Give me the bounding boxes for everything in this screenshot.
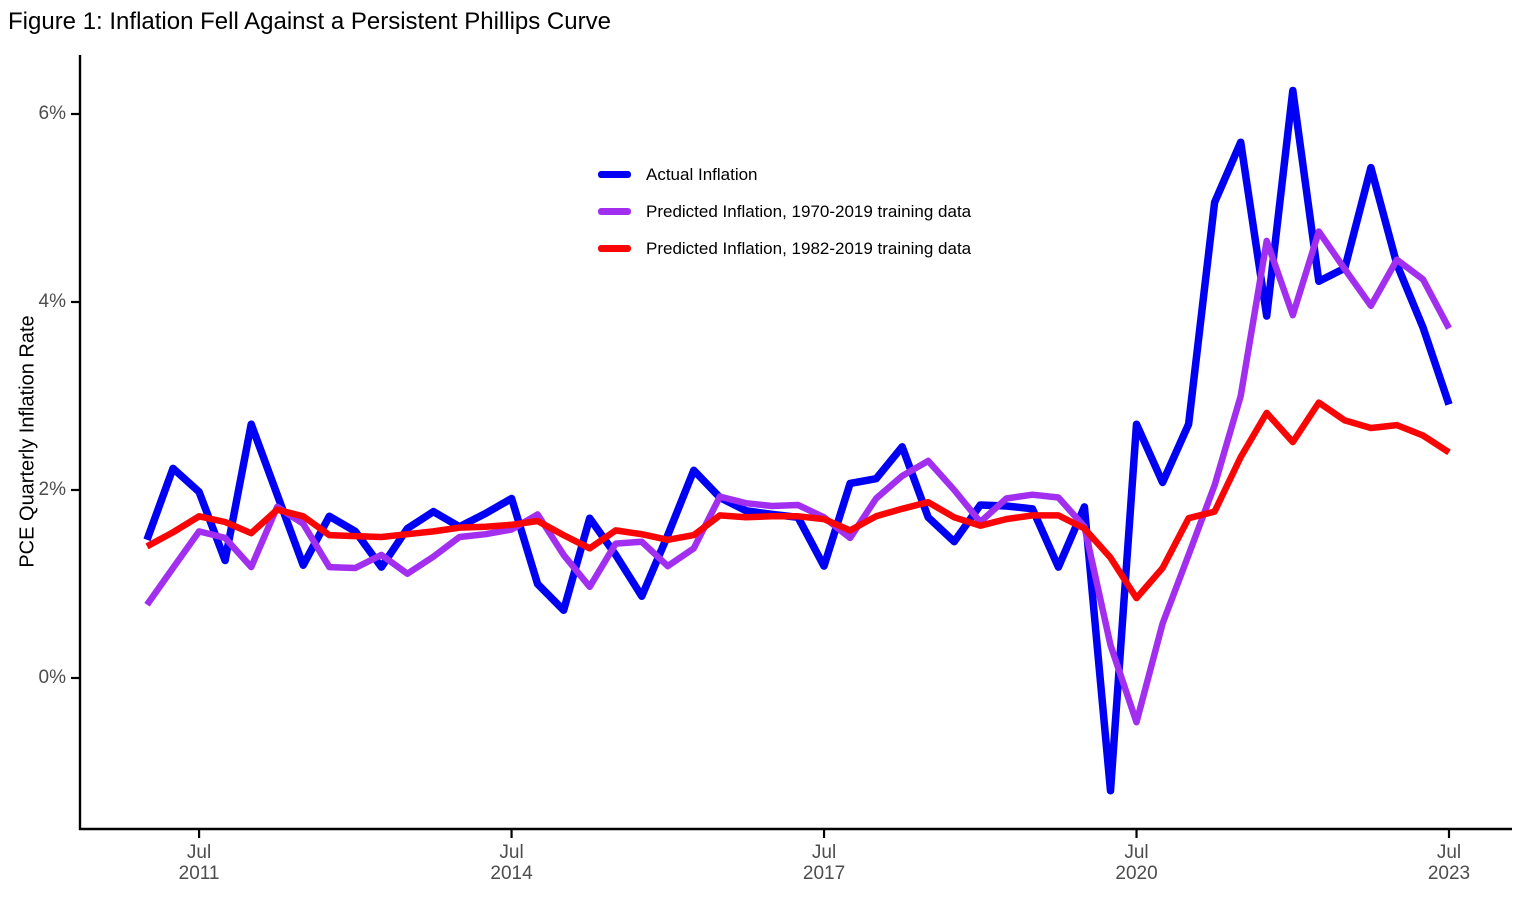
y-tick-label: 6% bbox=[38, 103, 66, 124]
y-tick-label: 0% bbox=[38, 667, 66, 688]
x-tick-label-year: 2017 bbox=[802, 863, 846, 884]
series-line-2 bbox=[145, 399, 1451, 602]
x-tick-label-year: 2020 bbox=[1115, 863, 1158, 884]
x-tick-label: Jul 2014 bbox=[452, 842, 572, 884]
x-tick-label-year: 2023 bbox=[1427, 863, 1471, 884]
legend-entry-actual-inflation: Actual Inflation bbox=[598, 162, 971, 187]
x-tick-label: Jul 2023 bbox=[1389, 842, 1509, 884]
legend-line-swatch-red bbox=[598, 245, 631, 252]
chart-title: Figure 1: Inflation Fell Against a Persi… bbox=[8, 8, 611, 35]
series-line-1 bbox=[144, 228, 1452, 726]
x-tick-label-year: 2011 bbox=[178, 863, 220, 884]
chart-legend: Actual Inflation Predicted Inflation, 19… bbox=[598, 162, 971, 273]
x-tick-label: Jul 2017 bbox=[764, 842, 884, 884]
y-tick-label: 2% bbox=[38, 479, 66, 500]
x-tick-label-year: 2014 bbox=[490, 863, 533, 884]
x-tick-label: Jul 2020 bbox=[1077, 842, 1197, 884]
legend-label: Predicted Inflation, 1982-2019 training … bbox=[646, 238, 972, 258]
legend-line-swatch-purple bbox=[598, 208, 631, 215]
legend-line-swatch-blue bbox=[598, 171, 631, 178]
x-tick-label: Jul 2011 bbox=[139, 842, 259, 884]
legend-label: Actual Inflation bbox=[646, 164, 758, 184]
legend-entry-predicted-1982-2019: Predicted Inflation, 1982-2019 training … bbox=[598, 236, 971, 261]
y-tick-label: 4% bbox=[38, 291, 66, 312]
legend-label: Predicted Inflation, 1970-2019 training … bbox=[646, 201, 972, 221]
legend-entry-predicted-1970-2019: Predicted Inflation, 1970-2019 training … bbox=[598, 199, 971, 224]
